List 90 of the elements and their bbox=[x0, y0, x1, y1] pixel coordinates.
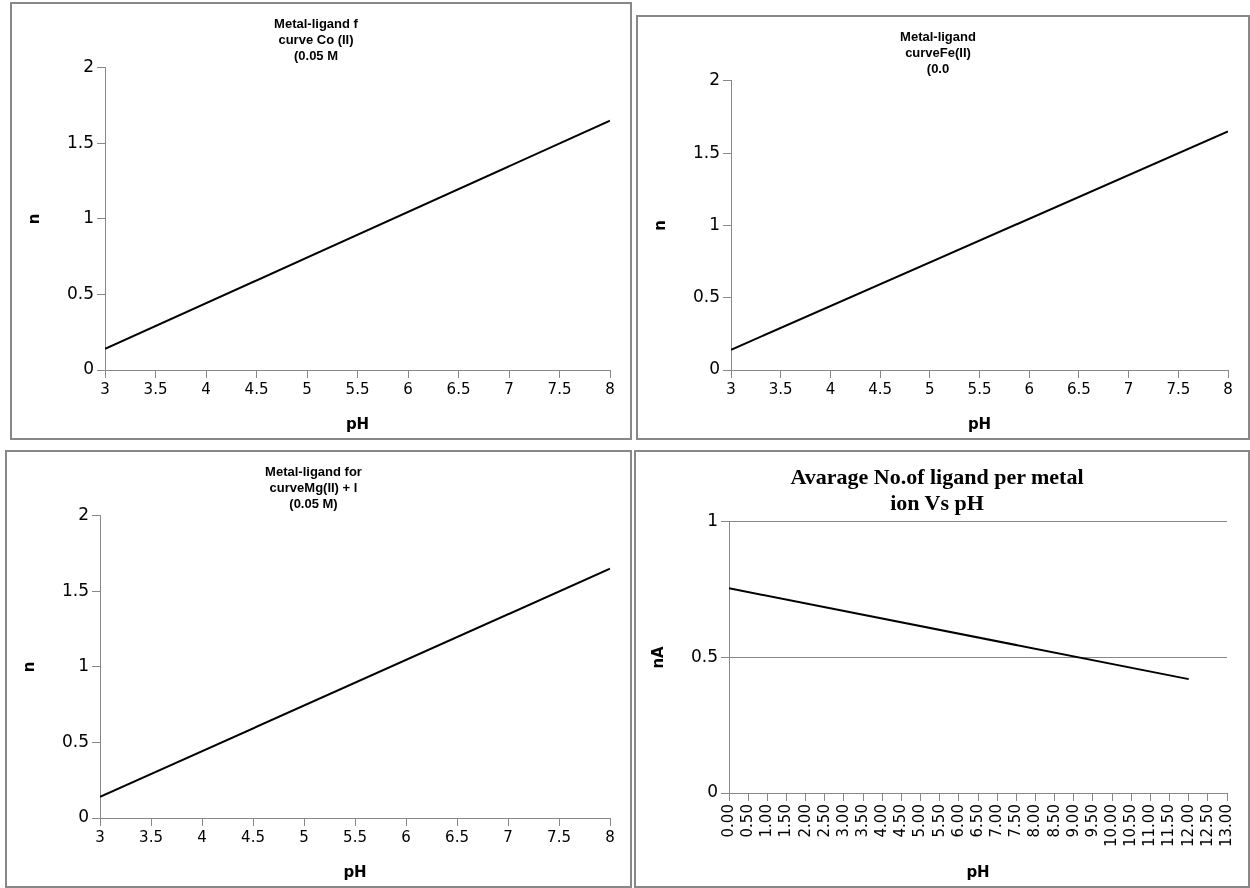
x-tick-label: 3.5 bbox=[139, 827, 163, 846]
x-tick-label: 5.5 bbox=[345, 379, 370, 398]
x-tick-label: 0.50 bbox=[738, 804, 757, 838]
y-tick-label: 1 bbox=[83, 207, 95, 228]
x-tick-label: 3 bbox=[95, 827, 105, 846]
x-tick-label: 4 bbox=[825, 379, 836, 398]
y-tick-label: 2 bbox=[78, 504, 90, 525]
x-tick-label: 12.00 bbox=[1178, 804, 1197, 848]
x-tick-label: 10.50 bbox=[1121, 804, 1140, 848]
y-tick-label: 0 bbox=[83, 358, 95, 379]
x-tick-label: 9.00 bbox=[1063, 804, 1082, 838]
y-axis-title: n bbox=[19, 661, 38, 673]
x-tick-label: 6.00 bbox=[948, 804, 967, 838]
x-tick-label: 0.00 bbox=[718, 804, 737, 838]
chart-title: Avarage No.of ligand per metal ion Vs pH bbox=[790, 463, 1084, 516]
x-tick-label: 13.00 bbox=[1216, 804, 1235, 848]
x-axis-title: pH bbox=[343, 862, 367, 881]
x-tick-label: 4 bbox=[197, 827, 207, 846]
y-axis-title: n bbox=[24, 213, 43, 225]
x-tick-label: 7.50 bbox=[1006, 804, 1025, 838]
y-tick-label: 1.5 bbox=[61, 579, 90, 600]
x-tick-label: 6.5 bbox=[445, 827, 469, 846]
x-tick-label: 6 bbox=[1024, 379, 1034, 398]
y-tick-label: 1 bbox=[709, 213, 721, 234]
x-tick-label: 8.50 bbox=[1044, 804, 1063, 838]
x-tick-label: 6 bbox=[403, 379, 413, 398]
x-axis-title: pH bbox=[966, 862, 990, 881]
y-tick-label: 1.5 bbox=[692, 141, 721, 162]
x-tick-label: 9.50 bbox=[1082, 804, 1101, 838]
x-tick-label: 2.00 bbox=[795, 804, 814, 838]
x-tick-label: 6.50 bbox=[967, 804, 986, 838]
x-tick-label: 7 bbox=[504, 379, 514, 398]
y-tick-label: 0 bbox=[707, 781, 719, 802]
chart-title: Metal-ligand f curve Co (II) (0.05 M bbox=[274, 16, 359, 63]
x-tick-label: 1.50 bbox=[776, 804, 795, 838]
x-tick-label: 7 bbox=[503, 827, 513, 846]
x-tick-label: 8 bbox=[605, 827, 615, 846]
x-axis-title: pH bbox=[345, 414, 370, 433]
y-tick-label: 1.5 bbox=[66, 131, 95, 152]
y-tick-label: 1 bbox=[78, 655, 90, 676]
x-tick-label: 7.00 bbox=[987, 804, 1006, 838]
chart-title: Metal-ligand curveFe(II) (0.0 bbox=[900, 29, 976, 76]
x-tick-label: 8 bbox=[605, 379, 615, 398]
y-tick-label: 1 bbox=[707, 510, 719, 531]
x-tick-label: 6.5 bbox=[1066, 379, 1091, 398]
x-tick-label: 8 bbox=[1223, 379, 1233, 398]
y-tick-label: 0.5 bbox=[61, 730, 90, 751]
x-tick-label: 6 bbox=[401, 827, 411, 846]
y-tick-label: 2 bbox=[709, 69, 721, 90]
x-tick-label: 4.5 bbox=[241, 827, 265, 846]
x-tick-label: 12.50 bbox=[1197, 804, 1216, 848]
x-tick-label: 10.00 bbox=[1101, 804, 1120, 848]
x-tick-label: 5 bbox=[299, 827, 309, 846]
y-tick-label: 0 bbox=[709, 358, 721, 379]
x-tick-label: 11.00 bbox=[1140, 804, 1159, 848]
x-tick-label: 7.5 bbox=[547, 379, 572, 398]
y-tick-label: 0.5 bbox=[692, 286, 721, 307]
x-tick-label: 7.5 bbox=[1166, 379, 1191, 398]
y-tick-label: 0.5 bbox=[66, 282, 95, 303]
x-tick-label: 7 bbox=[1123, 379, 1134, 398]
y-tick-label: 0 bbox=[78, 806, 90, 827]
x-tick-label: 4.5 bbox=[244, 379, 269, 398]
x-tick-label: 7.5 bbox=[547, 827, 571, 846]
x-tick-label: 5 bbox=[302, 379, 312, 398]
x-tick-label: 5.00 bbox=[910, 804, 929, 838]
x-tick-label: 3.5 bbox=[768, 379, 793, 398]
x-tick-label: 3.50 bbox=[852, 804, 871, 838]
x-tick-label: 3.5 bbox=[143, 379, 168, 398]
x-tick-label: 4.5 bbox=[868, 379, 893, 398]
x-tick-label: 6.5 bbox=[446, 379, 471, 398]
x-tick-label: 5.5 bbox=[343, 827, 367, 846]
x-tick-label: 5.50 bbox=[929, 804, 948, 838]
x-tick-label: 2.50 bbox=[814, 804, 833, 838]
x-tick-label: 5.5 bbox=[967, 379, 992, 398]
x-tick-label: 8.00 bbox=[1025, 804, 1044, 838]
x-axis-title: pH bbox=[967, 414, 992, 433]
x-tick-label: 4.50 bbox=[891, 804, 910, 838]
y-axis-title: nA bbox=[648, 645, 667, 669]
x-tick-label: 5 bbox=[925, 379, 935, 398]
y-tick-label: 0.5 bbox=[690, 645, 719, 666]
x-tick-label: 4 bbox=[201, 379, 211, 398]
chart-title: Metal-ligand for curveMg(II) + l (0.05 M) bbox=[265, 464, 362, 511]
x-tick-label: 3.00 bbox=[833, 804, 852, 838]
y-axis-title: n bbox=[650, 220, 669, 231]
y-tick-label: 2 bbox=[83, 56, 95, 77]
x-tick-label: 3 bbox=[100, 379, 110, 398]
x-tick-label: 3 bbox=[726, 379, 736, 398]
x-tick-label: 1.00 bbox=[757, 804, 776, 838]
x-tick-label: 11.50 bbox=[1159, 804, 1178, 848]
x-tick-label: 4.00 bbox=[872, 804, 891, 838]
